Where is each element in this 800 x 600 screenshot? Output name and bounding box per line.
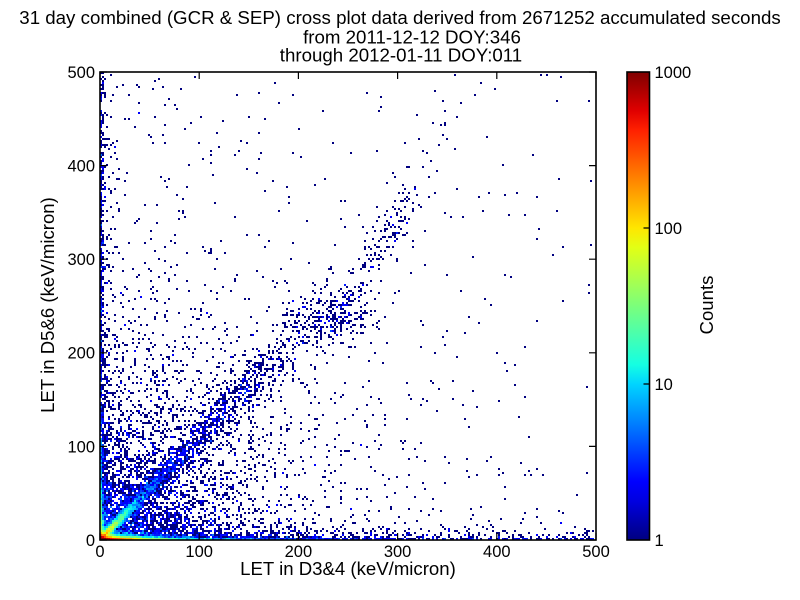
svg-text:400: 400 [483,543,511,561]
svg-text:100: 100 [185,543,213,561]
svg-text:200: 200 [285,543,313,561]
svg-text:500: 500 [582,543,610,561]
svg-text:200: 200 [67,345,95,363]
svg-text:300: 300 [384,543,412,561]
svg-text:1000: 1000 [655,64,692,82]
svg-text:Counts: Counts [696,276,717,335]
svg-text:0: 0 [95,543,104,561]
svg-text:LET in D3&4 (keV/micron): LET in D3&4 (keV/micron) [240,558,456,579]
svg-text:through 2012-01-11 DOY:011: through 2012-01-11 DOY:011 [280,45,522,66]
svg-text:10: 10 [655,376,673,394]
svg-text:100: 100 [655,220,683,238]
svg-text:LET in D5&6 (keV/micron): LET in D5&6 (keV/micron) [37,197,58,413]
svg-text:31 day combined (GCR & SEP) cr: 31 day combined (GCR & SEP) cross plot d… [19,7,780,28]
svg-text:300: 300 [67,251,95,269]
svg-text:from 2011-12-12 DOY:346: from 2011-12-12 DOY:346 [303,27,521,48]
svg-text:0: 0 [86,532,95,550]
svg-text:500: 500 [67,64,95,82]
svg-text:1: 1 [655,532,664,550]
svg-text:100: 100 [67,438,95,456]
svg-text:400: 400 [67,158,95,176]
